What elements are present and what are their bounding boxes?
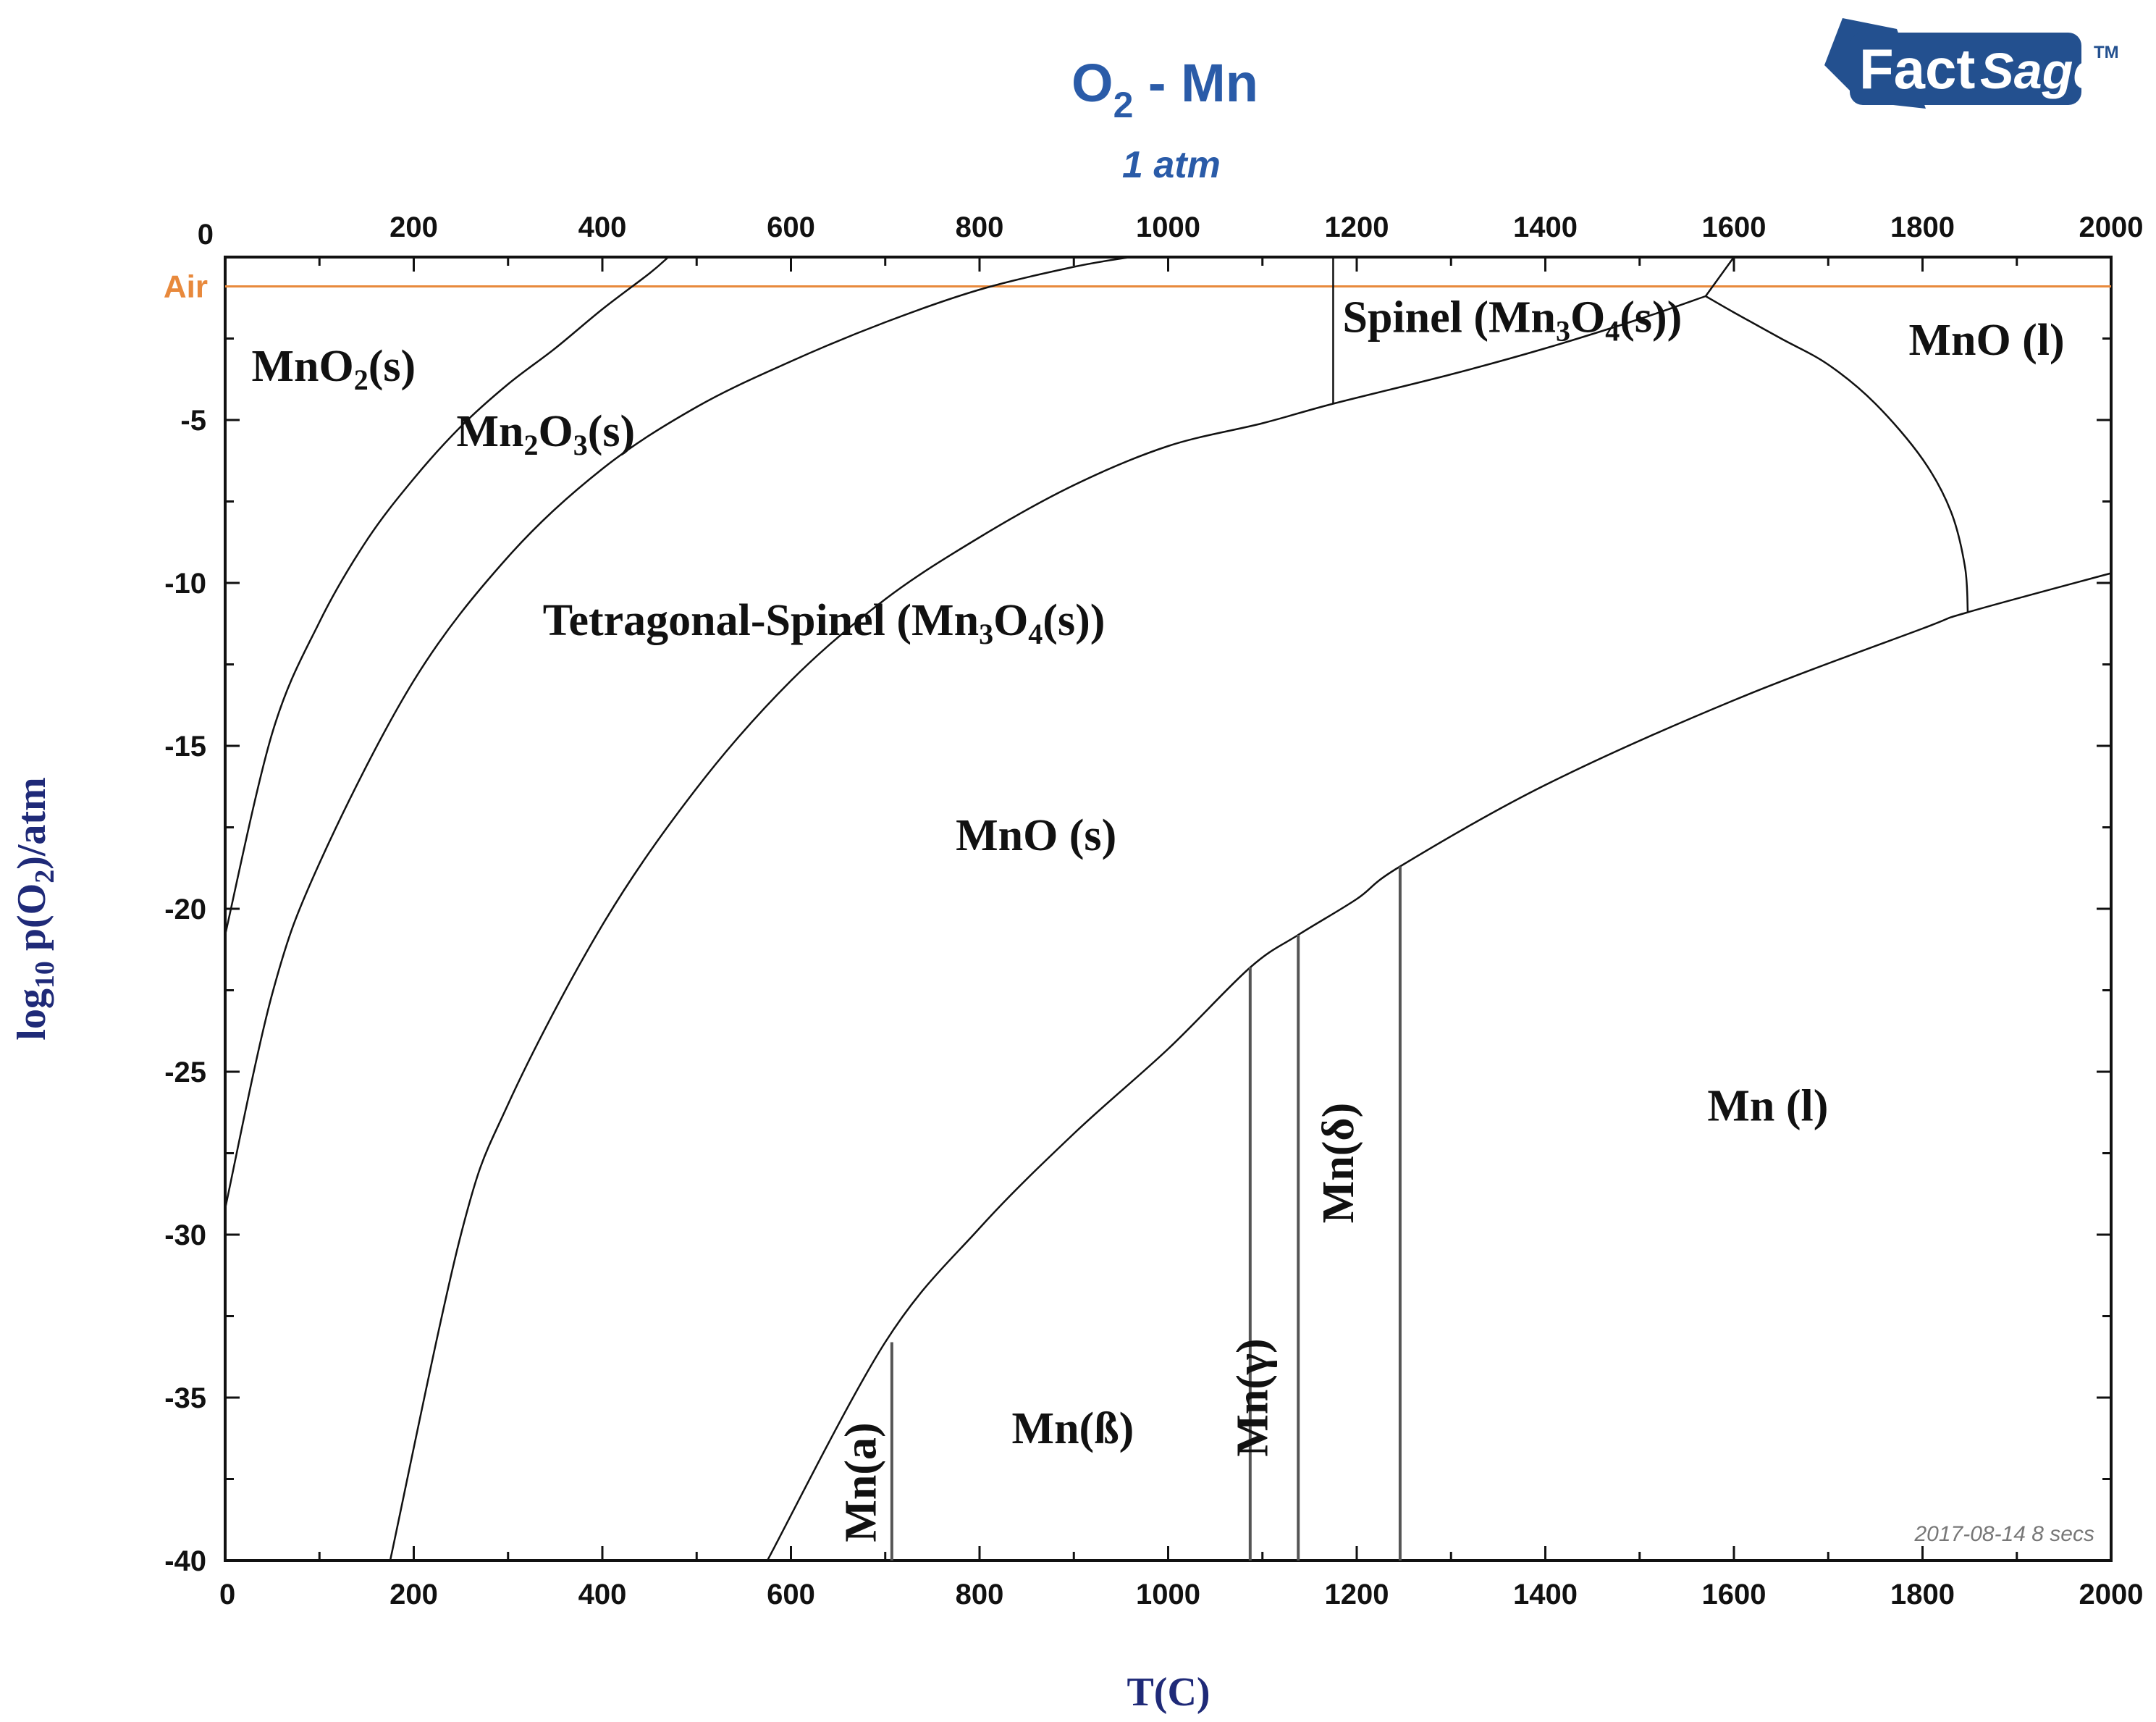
x-tick-label-top: 800	[956, 211, 1004, 243]
logo-tm: TM	[2094, 43, 2119, 62]
x-tick-label-top: 1800	[1890, 211, 1955, 243]
x-tick-label-top: 1200	[1325, 211, 1389, 243]
x-tick-labels-top: 0 200 400 600 800 1000 1200 1400 1600 1800 2000	[198, 211, 2144, 251]
logo-text-fact: Fact	[1859, 37, 1975, 101]
logo-text-sage: Sage	[1980, 43, 2101, 99]
y-tick-label: -15	[164, 731, 206, 763]
region-label: MnO (l)	[1908, 316, 2064, 365]
series-line	[224, 256, 1131, 1209]
x-tick-label-bottom: 800	[956, 1579, 1004, 1610]
region-label: Mn(ß)	[1012, 1404, 1134, 1453]
x-tick-label-bottom: 400	[578, 1579, 627, 1610]
x-tick-label-bottom: 0	[219, 1579, 235, 1610]
title-rest: - Mn	[1133, 53, 1258, 113]
region-label: Mn2O3(s)	[457, 407, 636, 461]
region-label: Tetragonal-Spinel (Mn3O4(s))	[543, 596, 1106, 650]
x-tick-label-top: 1400	[1513, 211, 1578, 243]
x-tick-label-top: 200	[389, 211, 438, 243]
y-tick-label: -5	[180, 405, 206, 437]
y-tick-label: -30	[164, 1219, 206, 1251]
x-tick-label-bottom: 1200	[1325, 1579, 1389, 1610]
region-label: Mn (l)	[1707, 1082, 1828, 1131]
series-line	[1705, 295, 1969, 613]
chart-title: O2 - Mn	[1071, 53, 1258, 125]
chart-subtitle: 1 atm	[1122, 144, 1221, 186]
x-tick-label-top: 1000	[1136, 211, 1200, 243]
timestamp: 2017-08-14 8 secs	[1914, 1522, 2095, 1546]
factsage-logo: Fact Sage TM	[1824, 18, 2119, 109]
y-tick-label: -35	[164, 1382, 206, 1414]
x-tick-label-bottom: 200	[389, 1579, 438, 1610]
y-tick-labels: -5 -10 -15 -20 -25 -30 -35 -40	[164, 405, 206, 1577]
x-tick-label-bottom: 600	[767, 1579, 815, 1610]
ylabel-unit: )/atm	[9, 777, 54, 870]
ylabel-o2-sub: 2	[30, 870, 60, 883]
ylabel-log: log	[9, 988, 54, 1041]
x-tick-label-bottom: 1800	[1890, 1579, 1955, 1610]
x-tick-label-bottom: 2000	[2079, 1579, 2144, 1610]
y-tick-label: -10	[164, 568, 206, 600]
y-axis-label: log10 p(O2)/atm	[9, 777, 60, 1040]
x-tick-label-top: 400	[578, 211, 627, 243]
x-tick-labels-bottom: 0 200 400 600 800 1000 1200 1400 1600 1800 2000	[219, 1579, 2143, 1610]
x-tick-label-top: 0	[198, 219, 214, 251]
region-label: MnO (s)	[956, 811, 1116, 860]
x-tick-label-top: 1600	[1702, 211, 1767, 243]
series-line	[389, 295, 1706, 1561]
air-label: Air	[164, 269, 208, 305]
region-label: Mn(δ)	[1314, 1103, 1363, 1223]
y-tick-label: -25	[164, 1057, 206, 1088]
region-label: MnO2(s)	[251, 342, 416, 396]
y-tick-label: -20	[164, 894, 206, 925]
y-tick-label: -40	[164, 1545, 206, 1577]
axis-ticks	[224, 256, 2113, 1562]
region-label: Mn(a)	[837, 1422, 886, 1542]
x-axis-label: T(C)	[1127, 1670, 1210, 1715]
region-label: Spinel (Mn3O4(s))	[1342, 293, 1682, 348]
phase-region-labels: MnO2(s) Mn2O3(s) Tetragonal-Spinel (Mn3O4(…	[251, 293, 2064, 1542]
ylabel-base: 10	[30, 961, 60, 988]
ylabel-p: p(O	[9, 883, 54, 961]
series-line	[1704, 256, 1735, 297]
x-tick-label-top: 2000	[2079, 211, 2144, 243]
logo-background	[1850, 33, 2081, 105]
phase-boundaries	[224, 256, 2112, 1561]
x-tick-label-bottom: 1600	[1702, 1579, 1767, 1610]
region-label: Mn(γ)	[1228, 1338, 1277, 1456]
x-tick-label-top: 600	[767, 211, 815, 243]
title-main: O	[1071, 53, 1113, 113]
title-sub: 2	[1113, 85, 1134, 125]
x-tick-label-bottom: 1000	[1136, 1579, 1200, 1610]
x-tick-label-bottom: 1400	[1513, 1579, 1578, 1610]
series-line	[224, 256, 669, 936]
series-line	[766, 572, 2112, 1561]
